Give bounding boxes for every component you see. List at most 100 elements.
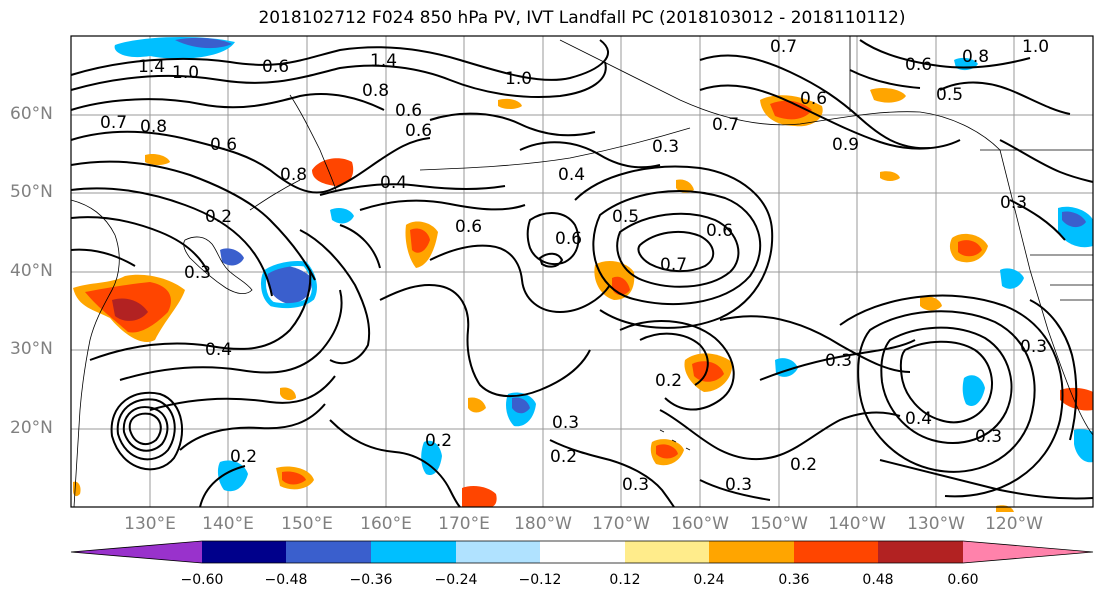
pv-positive-patch — [958, 240, 982, 257]
pv-positive-patch — [880, 171, 900, 181]
contour-label: 0.2 — [425, 431, 452, 451]
lon-label: 140°E — [202, 514, 254, 534]
colorbar-outline — [70, 540, 1094, 564]
colorbar-segment — [625, 541, 709, 563]
lat-label: 20°N — [10, 418, 53, 438]
coastlines — [70, 36, 1094, 508]
contour-line — [319, 183, 506, 196]
contour-line — [70, 130, 431, 194]
contour-label: 0.6 — [905, 55, 932, 75]
contour-line — [299, 229, 371, 365]
contour-line — [70, 39, 610, 81]
lon-label: 160°W — [671, 514, 729, 534]
contour-label: 0.8 — [362, 81, 389, 101]
pv-negative-patch — [330, 208, 354, 224]
kamchatka-coastline — [289, 94, 337, 191]
colorbar-segment — [709, 541, 794, 563]
contour-label: 0.6 — [706, 221, 733, 241]
colorbar-segment — [794, 541, 878, 563]
contour-line — [849, 69, 921, 89]
contour-label: 0.3 — [975, 427, 1002, 447]
contour-label: 0.2 — [230, 447, 257, 467]
contour-line — [119, 289, 343, 381]
lon-label: 140°W — [828, 514, 886, 534]
japan-coastline — [183, 236, 253, 294]
contour-label: 0.8 — [280, 165, 307, 185]
contour-label: 0.4 — [905, 409, 932, 429]
pv-negative-patch — [1074, 429, 1093, 463]
contour-line — [659, 409, 901, 461]
contour-line — [179, 403, 326, 451]
colorbar-tick-label: 0.24 — [693, 572, 725, 588]
contour-line — [699, 54, 931, 150]
contour-line — [359, 199, 526, 211]
pv-positive-patch — [282, 471, 306, 485]
contour-label: 0.8 — [140, 117, 167, 137]
contour-label: 0.3 — [825, 351, 852, 371]
pv-positive-patch — [870, 88, 906, 103]
contour-line — [699, 479, 771, 501]
pv-positive-patch — [312, 158, 354, 186]
contour-label: 0.2 — [205, 207, 232, 227]
pv-negative-patch — [962, 375, 985, 407]
lon-label: 180°W — [514, 514, 572, 534]
contour-label: 0.3 — [622, 475, 649, 495]
contour-line — [89, 269, 312, 361]
contour-line — [379, 284, 591, 398]
colorbar-extend-max — [963, 541, 1093, 563]
colorbar-segments — [70, 540, 1094, 564]
pv-negative-patch — [261, 261, 317, 309]
pv-negative-patch — [220, 248, 244, 266]
contour-label: 0.6 — [800, 89, 827, 109]
contour-line — [110, 391, 184, 471]
contour-line — [857, 310, 1036, 473]
lon-label: 160°E — [360, 514, 412, 534]
colorbar-tick-label: 0.36 — [778, 572, 810, 588]
pv-negative-patch — [1000, 268, 1024, 289]
contour-label: 0.6 — [455, 217, 482, 237]
contour-label: 0.3 — [652, 137, 679, 157]
contour-line — [859, 39, 1031, 69]
contour-line — [70, 93, 385, 111]
pv-positive-patch — [145, 153, 170, 165]
colorbar-tick-label: 0.48 — [862, 572, 894, 588]
lon-label: 170°W — [592, 514, 650, 534]
contour-label: 0.7 — [660, 255, 687, 275]
lat-label: 30°N — [10, 339, 53, 359]
lat-label: 60°N — [10, 104, 53, 124]
colorbar-segment — [456, 541, 540, 563]
pv-positive-patch — [770, 100, 812, 120]
ivt-contours — [70, 39, 1094, 508]
contour-label: 0.3 — [552, 413, 579, 433]
alaska-coastline — [559, 39, 1001, 151]
contour-line — [592, 190, 762, 306]
contour-label: 0.7 — [770, 37, 797, 57]
contour-line — [70, 187, 273, 297]
colorbar-tick-label: 0.60 — [947, 572, 979, 588]
pv-negative-patch — [267, 265, 313, 304]
colorbar-segment — [202, 541, 286, 563]
colorbar-segment — [286, 541, 371, 563]
pv-negative-patch — [175, 37, 232, 49]
contour-label: 1.4 — [138, 57, 165, 77]
contour-label: 0.3 — [184, 263, 211, 283]
contour-line — [699, 84, 961, 150]
lat-label: 40°N — [10, 261, 53, 281]
contour-line — [839, 294, 1064, 498]
contour-label: 0.2 — [790, 455, 817, 475]
contour-label: 0.3 — [725, 475, 752, 495]
pv-positive-patch — [656, 444, 678, 459]
contour-line — [429, 244, 611, 314]
colorbar-tick-label: −0.60 — [180, 572, 224, 588]
contour-label: 0.6 — [555, 229, 582, 249]
contour-label: 1.0 — [172, 63, 199, 83]
colorbar-extend-min — [71, 541, 202, 563]
pv-positive-patch — [468, 397, 486, 413]
contour-line — [122, 406, 169, 452]
contour-line — [939, 81, 1071, 115]
contour-line — [519, 141, 661, 169]
pv-positive-patch — [920, 296, 942, 311]
contour-label: 0.6 — [262, 57, 289, 77]
contour-label: 0.6 — [210, 135, 237, 155]
